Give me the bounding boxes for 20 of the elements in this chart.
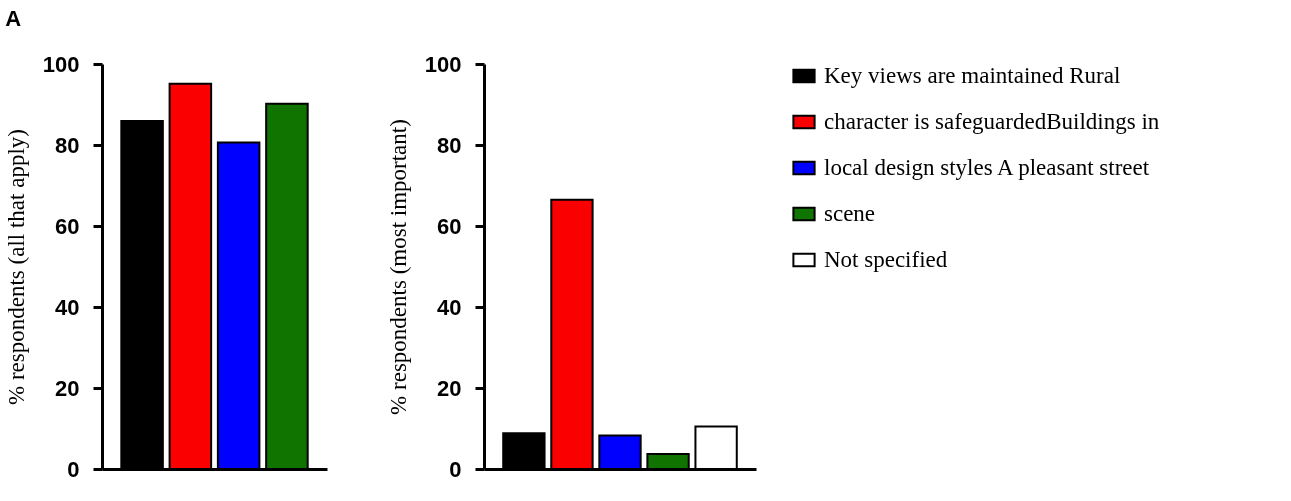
y-tick-label: 40 <box>55 294 80 320</box>
y-tick-label: 20 <box>437 375 462 401</box>
legend-label: Key views are maintained Rural <box>824 63 1121 88</box>
y-tick-label: 60 <box>437 213 462 239</box>
legend-label: local design styles A pleasant street <box>824 155 1150 180</box>
y-tick-label: 80 <box>437 132 462 158</box>
y-tick-label: 100 <box>424 51 462 77</box>
y-tick-label: 20 <box>55 375 80 401</box>
y-tick-label: 0 <box>67 456 80 482</box>
y-tick-label: 0 <box>449 456 462 482</box>
y-axis-title: % respondents (most important) <box>385 119 411 415</box>
y-tick-label: 80 <box>55 132 80 158</box>
y-tick-label: 100 <box>42 51 80 77</box>
legend-label: Not specified <box>824 247 948 272</box>
legend-label: scene <box>824 201 876 226</box>
chart-title: A <box>5 6 22 31</box>
y-tick-label: 60 <box>55 213 80 239</box>
legend-label: character is safeguardedBuildings in <box>824 109 1160 134</box>
y-tick-label: 40 <box>437 294 462 320</box>
y-axis-title: % respondents (all that apply) <box>3 129 29 405</box>
